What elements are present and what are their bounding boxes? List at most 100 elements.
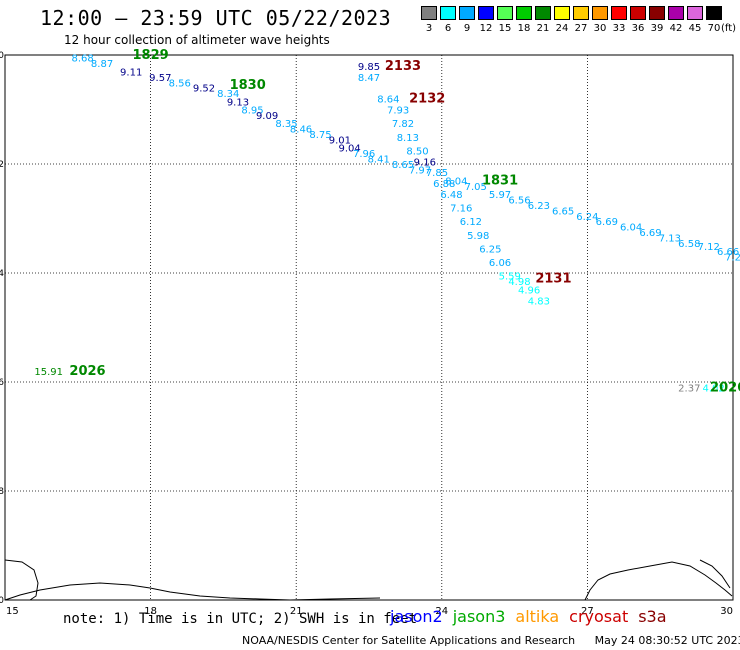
wave-height-label: 8.47 <box>358 73 380 84</box>
note-text: note: 1) Time is in UTC; 2) SWH is in fe… <box>63 611 418 627</box>
y-tick-label: -68 <box>0 487 4 497</box>
y-axis-ticks: -60 -62 -64 -66 -68 -70 <box>0 51 4 606</box>
chart-title: 12:00 – 23:59 UTC 05/22/2023 <box>40 6 392 30</box>
wave-height-label: 6.25 <box>479 244 501 255</box>
y-tick-label: -70 <box>0 596 4 606</box>
wave-height-label: 8.65 <box>392 160 414 171</box>
legend-label: 21 <box>536 23 550 34</box>
wave-height-label: 8.64 <box>377 95 399 106</box>
legend-swatch <box>573 6 589 20</box>
wave-height-label: 7.82 <box>392 119 414 130</box>
wave-height-label: 9.16 <box>414 157 436 168</box>
wave-height-label: 7.05 <box>465 182 487 193</box>
legend-swatch <box>516 6 532 20</box>
wave-height-label: 4.02 <box>702 383 724 394</box>
satellite-name: altika <box>515 607 560 626</box>
y-tick-label: -64 <box>0 269 4 279</box>
wave-height-label: 15.91 <box>34 367 63 378</box>
wave-height-label: 8.04 <box>445 176 467 187</box>
wave-height-label: 6.58 <box>678 239 700 250</box>
x-axis-ticks: 15 18 21 24 27 30 <box>6 606 733 617</box>
wave-height-label: 7.93 <box>387 106 409 117</box>
pass-time-label: 2026 <box>69 364 105 379</box>
pass-time-label: 2131 <box>535 271 571 286</box>
x-tick-label: 24 <box>435 606 448 617</box>
legend-label: 18 <box>517 23 531 34</box>
wave-height-label: 7.13 <box>659 234 681 245</box>
wave-height-label: 4.98 <box>508 277 530 288</box>
x-tick-label: 15 <box>6 606 19 617</box>
x-tick-label: 21 <box>290 606 303 617</box>
legend-swatch <box>611 6 627 20</box>
satellite-legend: jason2 jason3 altika cryosat s3a <box>390 607 677 626</box>
legend-swatch <box>478 6 494 20</box>
pass-time-label: 1831 <box>482 173 518 188</box>
wave-height-label: 8.95 <box>241 106 263 117</box>
wave-height-label: 9.09 <box>256 111 278 122</box>
wave-height-label: 9.04 <box>338 144 360 155</box>
coastline-path <box>4 559 39 601</box>
legend-swatch <box>535 6 551 20</box>
pass-time-label: 2133 <box>385 59 421 74</box>
wave-height-label: 5.98 <box>467 231 489 242</box>
legend-label: 24 <box>555 23 569 34</box>
legend-label: 12 <box>479 23 493 34</box>
wave-height-label: 6.66 <box>717 247 739 258</box>
wave-height-label: 9.85 <box>358 62 380 73</box>
wave-height-label: 6.12 <box>460 217 482 228</box>
x-tick-label: 30 <box>720 606 733 617</box>
legend-label: 42 <box>669 23 683 34</box>
wave-height-label: 8.46 <box>290 125 312 136</box>
footer-timestamp: May 24 08:30:52 UTC 2023 <box>594 634 740 647</box>
pass-time-label: 2026 <box>710 380 740 395</box>
x-tick-label: 27 <box>581 606 594 617</box>
legend-swatch <box>668 6 684 20</box>
legend-label: 39 <box>650 23 664 34</box>
wave-height-label: 6.88 <box>433 179 455 190</box>
wave-height-label: 7.12 <box>698 242 720 253</box>
wave-height-label: 6.23 <box>528 201 550 212</box>
legend-swatch <box>630 6 646 20</box>
wave-height-label: 6.24 <box>576 212 598 223</box>
wave-height-label: 9.13 <box>227 97 249 108</box>
wave-height-label: 9.11 <box>120 67 142 78</box>
legend-swatch <box>421 6 437 20</box>
wave-height-label: 8.68 <box>72 54 94 65</box>
legend-label: 30 <box>593 23 607 34</box>
y-tick-label: -66 <box>0 378 4 388</box>
grid-lines <box>5 55 733 600</box>
wave-height-label: 7.97 <box>409 165 431 176</box>
pass-time-label: 1829 <box>133 48 169 63</box>
legend-label: 6 <box>444 23 452 34</box>
legend-swatch <box>649 6 665 20</box>
y-tick-label: -60 <box>0 51 4 61</box>
wave-height-label: 8.56 <box>169 78 191 89</box>
legend-label: 3 <box>425 23 433 34</box>
legend-label: 70 <box>707 23 721 34</box>
wave-height-label: 4.83 <box>528 296 550 307</box>
wave-height-label: 5.59 <box>499 272 521 283</box>
wave-height-label: 7.2 <box>725 253 740 264</box>
wave-height-label: 8.13 <box>397 133 419 144</box>
satellite-name: s3a <box>638 607 667 626</box>
wave-height-label: 7.96 <box>353 149 375 160</box>
coastline-path <box>584 561 733 601</box>
wave-height-label: 6.48 <box>440 190 462 201</box>
wave-height-label: 6.06 <box>489 258 511 269</box>
legend-swatch <box>459 6 475 20</box>
footer: NOAA/NESDIS Center for Satellite Applica… <box>242 634 740 647</box>
wave-height-label: 7.85 <box>426 168 448 179</box>
coastline-path <box>699 559 731 589</box>
coastline-path <box>4 582 381 601</box>
legend-label: 36 <box>631 23 645 34</box>
wave-height-label: 6.56 <box>508 195 530 206</box>
legend-unit: (ft) <box>721 23 737 34</box>
x-tick-label: 18 <box>144 606 157 617</box>
wave-height-label: 8.35 <box>275 119 297 130</box>
wave-height-label: 2.37 <box>678 383 700 394</box>
legend-label: 45 <box>688 23 702 34</box>
satellite-name: cryosat <box>569 607 629 626</box>
legend-label: 33 <box>612 23 626 34</box>
